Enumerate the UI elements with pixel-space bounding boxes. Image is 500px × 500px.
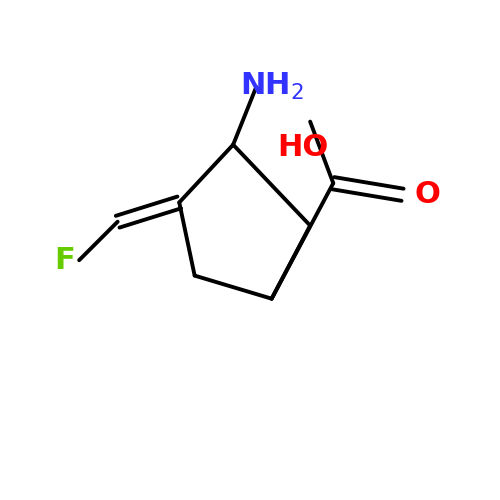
Text: HO: HO	[277, 133, 328, 162]
Text: F: F	[54, 246, 76, 274]
Text: NH$_2$: NH$_2$	[240, 72, 304, 102]
Text: O: O	[414, 180, 440, 209]
